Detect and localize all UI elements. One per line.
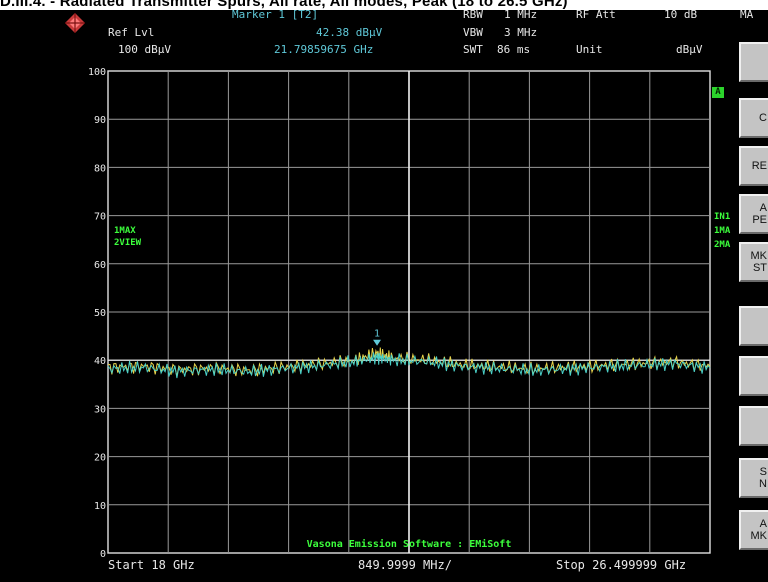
softkey-4[interactable]: A PE bbox=[739, 194, 768, 234]
screen-a-badge: A bbox=[712, 87, 724, 98]
softkey-10[interactable]: A MK bbox=[739, 510, 768, 550]
vbw-label: VBW bbox=[463, 26, 483, 39]
y-tick-label: 100 bbox=[88, 67, 106, 78]
softkey-label: RE bbox=[751, 160, 767, 172]
rohde-schwarz-logo-icon bbox=[65, 13, 85, 33]
marker-label: Marker 1 [T2] bbox=[232, 8, 319, 21]
menu-label: MA bbox=[740, 8, 754, 21]
softkey-label: A bbox=[759, 202, 767, 214]
y-tick-label: 90 bbox=[94, 115, 106, 126]
swt-value: 86 ms bbox=[497, 43, 531, 56]
softkey-label: ST bbox=[752, 262, 767, 274]
trace2-mode-label: 2MA bbox=[714, 240, 731, 250]
softkey-8[interactable] bbox=[739, 406, 768, 446]
vbw-value: 3 MHz bbox=[504, 26, 538, 39]
trace1-mode-label: 1MA bbox=[714, 226, 731, 236]
y-tick-label: 60 bbox=[94, 260, 106, 271]
rbw-label: RBW bbox=[463, 8, 483, 21]
ref-level-value: 100 dBμV bbox=[118, 43, 171, 56]
ref-level-label: Ref Lvl bbox=[108, 26, 155, 39]
softkey-1[interactable] bbox=[739, 42, 768, 82]
softkey-label: S bbox=[759, 466, 767, 478]
trace1-label: 1MAX bbox=[114, 226, 136, 236]
y-tick-label: 20 bbox=[94, 453, 106, 464]
unit-label: Unit bbox=[576, 43, 603, 56]
span-per-division: 849.9999 MHz/ bbox=[358, 558, 452, 572]
rfatt-value: 10 dB bbox=[664, 8, 698, 21]
softkey-label: PE bbox=[752, 214, 767, 226]
unit-value: dBμV bbox=[676, 43, 703, 56]
report-caption: D.III.4. - Radiated Transmitter Spurs, A… bbox=[0, 0, 768, 10]
softkey-7[interactable] bbox=[739, 356, 768, 396]
y-tick-label: 80 bbox=[94, 163, 106, 174]
y-tick-label: 10 bbox=[94, 501, 106, 512]
softkey-label: MK bbox=[750, 250, 768, 262]
y-tick-label: 50 bbox=[94, 308, 106, 319]
softkey-6[interactable] bbox=[739, 306, 768, 346]
softkey-5[interactable]: MK ST bbox=[739, 242, 768, 282]
softkey-2[interactable]: C bbox=[739, 98, 768, 138]
start-frequency: Start 18 GHz bbox=[108, 558, 195, 572]
rbw-value: 1 MHz bbox=[504, 8, 538, 21]
y-tick-label: 70 bbox=[94, 212, 106, 223]
marker-level: 42.38 dBμV bbox=[316, 26, 383, 39]
stop-frequency: Stop 26.499999 GHz bbox=[556, 558, 687, 572]
softkey-label: A bbox=[759, 518, 767, 530]
swt-label: SWT bbox=[463, 43, 483, 56]
input1-label: IN1 bbox=[714, 212, 731, 222]
marker-frequency: 21.79859675 GHz bbox=[274, 43, 374, 56]
marker-1-label: 1 bbox=[374, 329, 380, 340]
y-tick-label: 30 bbox=[94, 404, 106, 415]
marker-1-triangle-icon bbox=[373, 339, 382, 346]
y-tick-label: 0 bbox=[100, 549, 106, 560]
trace-2view bbox=[107, 352, 711, 379]
softkey-label: MK bbox=[750, 530, 768, 542]
softkey-label: C bbox=[759, 112, 767, 124]
y-tick-label: 40 bbox=[94, 356, 106, 367]
report-caption-text: D.III.4. - Radiated Transmitter Spurs, A… bbox=[0, 0, 568, 10]
softkey-label: N bbox=[759, 478, 767, 490]
software-watermark: Vasona Emission Software : EMiSoft bbox=[307, 538, 512, 550]
rfatt-label: RF Att bbox=[576, 8, 616, 21]
trace2-label: 2VIEW bbox=[114, 238, 142, 248]
softkey-3[interactable]: RE bbox=[739, 146, 768, 186]
